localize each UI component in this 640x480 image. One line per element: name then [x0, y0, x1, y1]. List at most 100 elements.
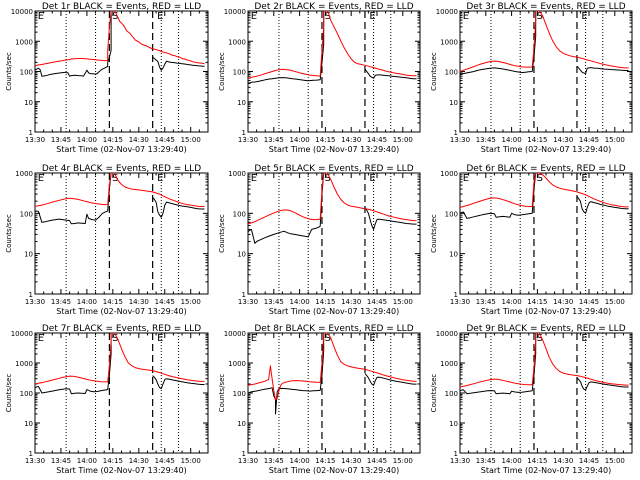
- marker-annotation: E: [581, 173, 587, 184]
- y-tick-label: 10: [237, 99, 246, 107]
- marker-annotation: S: [325, 333, 331, 344]
- panel-det-5: Det 5r BLACK = Events, RED = LLD 1 10 100 10…: [218, 164, 421, 316]
- x-tick-label: 14:45: [367, 298, 387, 306]
- marker-annotation: E: [463, 11, 469, 22]
- y-axis-label: Counts/sec: [218, 374, 226, 413]
- series-line-lld: [460, 11, 629, 72]
- x-tick-label: 14:15: [315, 457, 335, 465]
- x-axis-label: Start Time (02-Nov-07 13:29:40): [56, 466, 186, 475]
- marker-annotation: E: [157, 11, 163, 22]
- series-line-events: [152, 196, 205, 218]
- x-tick-label: 14:30: [129, 457, 149, 465]
- marker-annotation: E: [463, 333, 469, 344]
- marker-annotation: E: [38, 173, 44, 184]
- x-tick-label: 14:30: [341, 457, 361, 465]
- series-line-events: [35, 333, 112, 395]
- series-line-events: [576, 65, 629, 75]
- x-tick-label: 14:15: [527, 457, 547, 465]
- marker-annotation: S: [537, 333, 543, 344]
- x-tick-label: 14:45: [579, 136, 599, 144]
- series-line-events: [35, 173, 112, 225]
- chart-title: Det 9r BLACK = Events, RED = LLD: [466, 324, 625, 334]
- chart-title: Det 7r BLACK = Events, RED = LLD: [42, 324, 201, 334]
- x-tick-label: 14:00: [290, 457, 310, 465]
- x-tick-label: 13:30: [25, 136, 45, 144]
- x-tick-label: 13:30: [238, 298, 258, 306]
- panel-det-4: Det 4r BLACK = Events, RED = LLD 1 10 100 10…: [5, 164, 209, 316]
- chart-title: Det 8r BLACK = Events, RED = LLD: [254, 324, 413, 334]
- y-tick-label: 1: [454, 129, 458, 137]
- y-tick-label: 100: [233, 390, 246, 398]
- x-tick-label: 15:00: [393, 136, 413, 144]
- marker-annotation: S: [325, 11, 331, 22]
- series-group: [248, 11, 417, 84]
- series-group: [248, 173, 417, 244]
- series-group: [460, 173, 629, 219]
- x-tick-label: 14:30: [129, 298, 149, 306]
- y-tick-label: 1000: [228, 38, 246, 46]
- chart-title: Det 3r BLACK = Events, RED = LLD: [466, 2, 625, 12]
- y-tick-label: 100: [20, 69, 33, 77]
- series-group: [460, 11, 629, 75]
- series-group: [35, 173, 205, 225]
- x-tick-label: 13:30: [238, 136, 258, 144]
- marker-annotation: S: [112, 11, 118, 22]
- x-tick-label: 13:45: [264, 298, 284, 306]
- y-axis-label: Counts/sec: [218, 214, 226, 253]
- marker-annotation: E: [581, 333, 587, 344]
- x-tick-label: 13:30: [238, 457, 258, 465]
- y-tick-label: 10: [449, 420, 458, 428]
- y-tick-label: 1000: [440, 360, 458, 368]
- panel-det-3: Det 3r BLACK = Events, RED = LLD 1 10 100 10…: [430, 2, 633, 154]
- series-line-events: [460, 11, 537, 75]
- y-axis-label: Counts/sec: [430, 374, 438, 413]
- x-tick-label: 14:30: [341, 136, 361, 144]
- x-tick-label: 15:00: [181, 136, 201, 144]
- x-tick-label: 15:00: [605, 136, 625, 144]
- y-tick-label: 10: [24, 99, 33, 107]
- y-tick-label: 100: [20, 210, 33, 218]
- x-tick-label: 14:00: [502, 457, 522, 465]
- series-line-lld: [248, 11, 417, 79]
- series-line-events: [35, 11, 112, 77]
- y-tick-label: 10: [24, 251, 33, 259]
- panel-det-7: Det 7r BLACK = Events, RED = LLD 1 10 100 10…: [5, 324, 209, 475]
- y-tick-label: 1: [242, 450, 246, 458]
- x-axis-label: Start Time (02-Nov-07 13:29:40): [269, 145, 399, 154]
- y-tick-label: 1000: [15, 170, 33, 178]
- plot-frame: [34, 10, 209, 133]
- marker-annotation: E: [581, 11, 587, 22]
- y-tick-label: 1: [242, 291, 246, 299]
- y-axis-label: Counts/sec: [218, 52, 226, 91]
- marker-annotation: E: [38, 333, 44, 344]
- y-tick-label: 100: [445, 210, 458, 218]
- x-tick-label: 13:30: [25, 298, 45, 306]
- chart-title: Det 5r BLACK = Events, RED = LLD: [254, 164, 413, 174]
- y-tick-label: 10: [24, 420, 33, 428]
- y-axis-label: Counts/sec: [430, 52, 438, 91]
- x-tick-label: 14:30: [341, 298, 361, 306]
- plot-frame: [34, 172, 209, 295]
- y-tick-label: 10000: [11, 330, 33, 338]
- y-tick-label: 100: [445, 390, 458, 398]
- panel-det-9: Det 9r BLACK = Events, RED = LLD 1 10 100 10…: [430, 324, 633, 475]
- y-tick-label: 1000: [15, 360, 33, 368]
- x-tick-label: 14:45: [579, 457, 599, 465]
- marker-annotation: E: [251, 173, 257, 184]
- panel-det-6: Det 6r BLACK = Events, RED = LLD 1 10 100 10…: [430, 164, 633, 316]
- y-tick-label: 1: [29, 129, 33, 137]
- panel-det-8: Det 8r BLACK = Events, RED = LLD 1 10 100 10…: [218, 324, 421, 475]
- x-tick-label: 14:30: [553, 457, 573, 465]
- y-axis-label: Counts/sec: [5, 52, 13, 91]
- x-tick-label: 14:00: [290, 136, 310, 144]
- y-tick-label: 100: [233, 210, 246, 218]
- x-tick-label: 14:15: [103, 136, 123, 144]
- marker-annotation: S: [112, 173, 118, 184]
- marker-annotation: E: [38, 11, 44, 22]
- x-axis-label: Start Time (02-Nov-07 13:29:40): [481, 307, 611, 316]
- y-axis-label: Counts/sec: [5, 374, 13, 413]
- plot-frame: [459, 172, 633, 295]
- x-tick-label: 14:45: [367, 136, 387, 144]
- marker-annotation: E: [251, 11, 257, 22]
